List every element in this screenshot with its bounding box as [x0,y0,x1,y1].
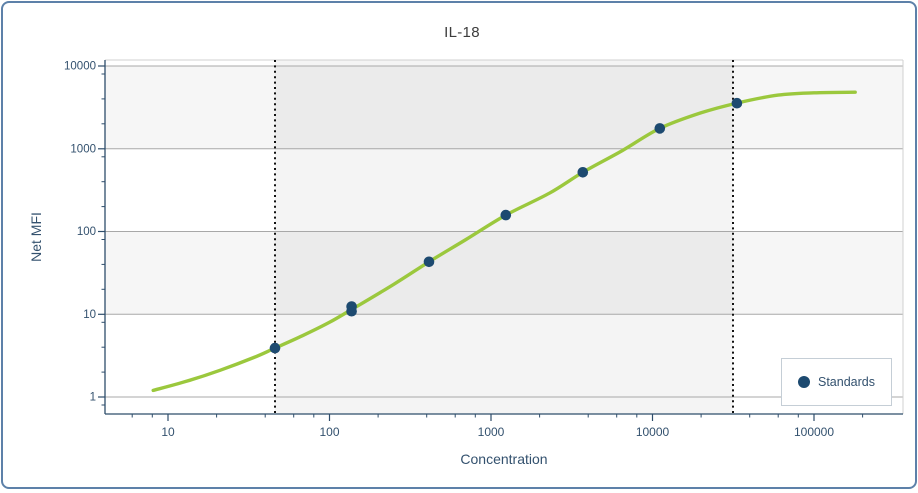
standard-point[interactable] [269,342,281,354]
standard-point[interactable] [577,167,589,178]
y-tick-label: 1000 [70,143,96,155]
standards-range-band [275,60,733,414]
y-axis-label: Net MFI [28,212,44,262]
y-tick-label: 100 [77,226,96,238]
fit-curve [151,90,857,393]
standard-point[interactable] [654,123,666,134]
x-tick-label: 10 [161,425,175,439]
standard-point[interactable] [731,97,743,109]
x-axis-label: Concentration [460,451,548,467]
x-tick-label: 1000 [478,425,505,439]
y-tick-label: 10 [83,309,96,321]
plot-area: 10 100 1000 10000 100000 1 10 100 1000 10000 [64,59,904,439]
legend-label: Standards [818,375,875,389]
decade-band [105,66,903,149]
legend[interactable]: Standards [781,358,892,406]
standard-point[interactable] [423,256,435,268]
standard-point[interactable] [500,209,512,221]
chart-title: IL-18 [444,24,480,41]
x-tick-label: 10000 [636,425,670,439]
y-tick-label: 10000 [64,61,96,73]
x-tick-label: 100 [319,425,339,439]
standards-marker-icon [798,376,810,388]
y-tick-label: 1 [90,392,96,404]
standard-point[interactable] [346,305,357,317]
x-tick-label: 100000 [794,425,834,439]
decade-band [105,231,903,315]
